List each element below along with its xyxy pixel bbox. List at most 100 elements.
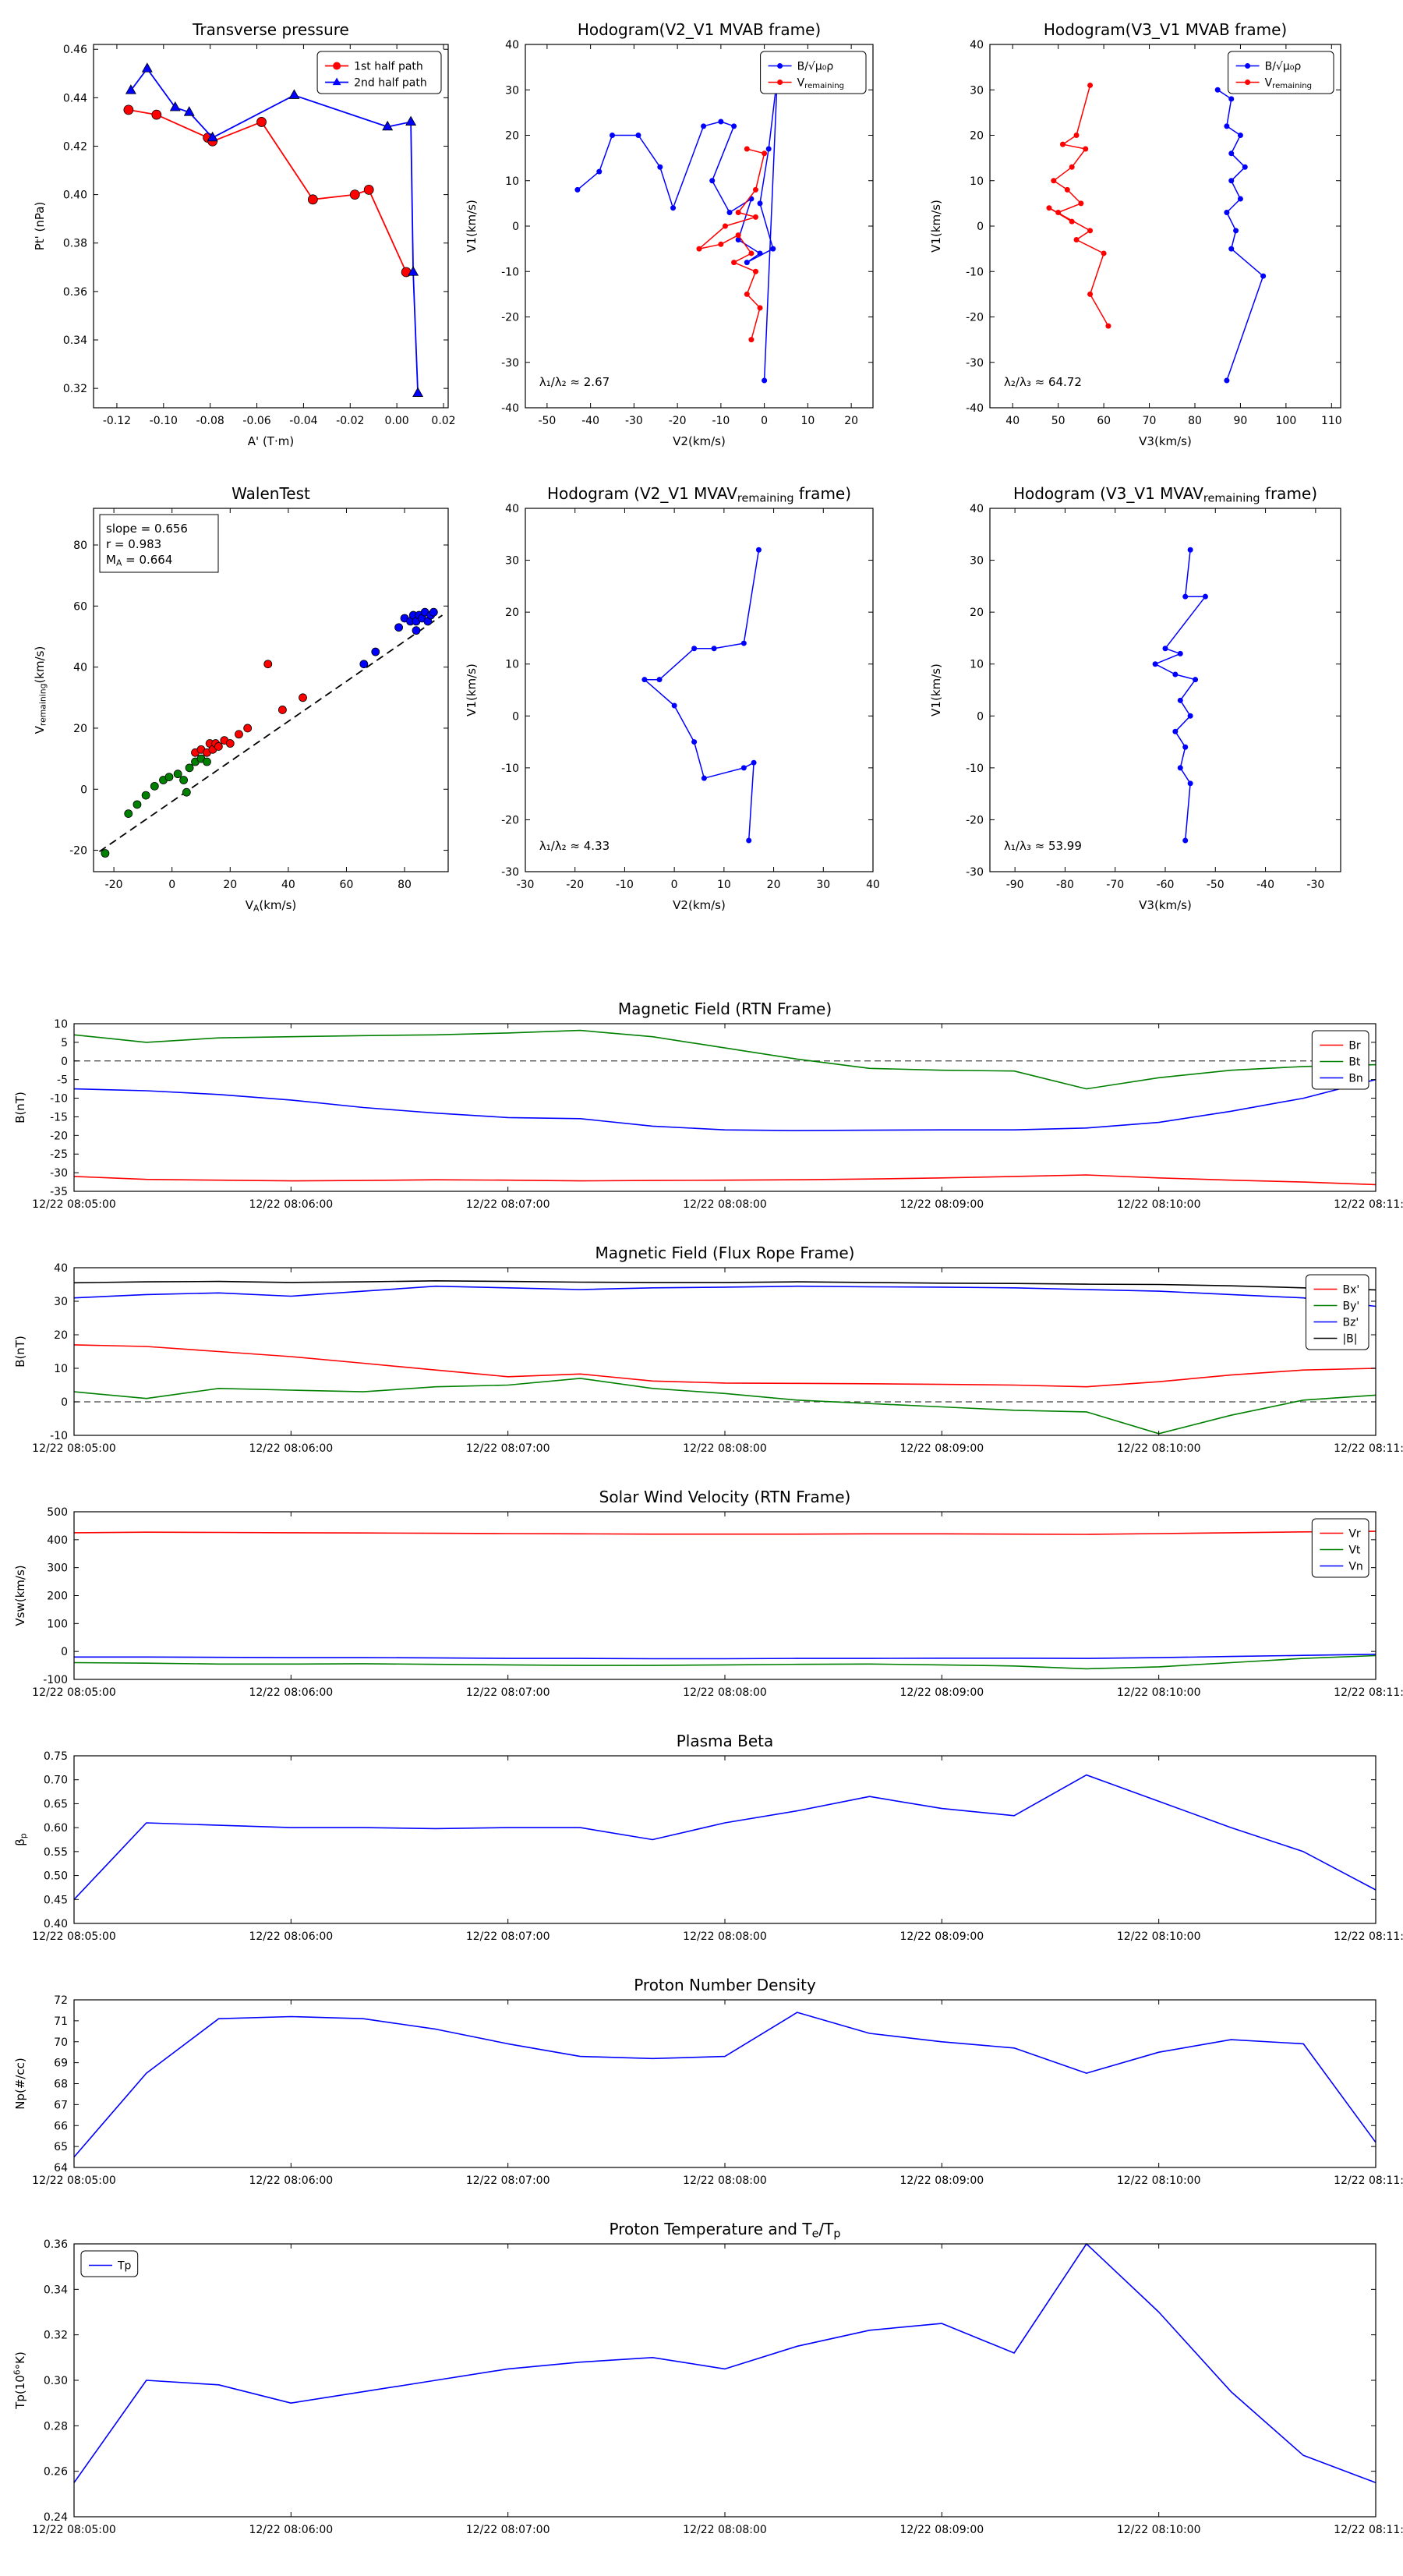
x-tick-label: 12/22 08:10:00 — [1117, 1198, 1201, 1211]
data-point — [765, 146, 772, 152]
data-point — [610, 133, 615, 138]
eigenvalue-annotation: λ₁/λ₂ ≈ 4.33 — [539, 839, 610, 853]
x-tick-label: 12/22 08:05:00 — [32, 2174, 116, 2187]
stats-line: slope = 0.656 — [106, 522, 188, 536]
data-point — [1162, 646, 1168, 652]
x-tick-label: 12/22 08:06:00 — [249, 2524, 333, 2536]
data-point — [574, 186, 581, 193]
data-point — [751, 759, 757, 766]
y-tick-label: 200 — [47, 1591, 68, 1603]
y-tick-label: 0.46 — [63, 44, 87, 56]
data-point — [748, 250, 755, 257]
data-point — [1078, 200, 1084, 207]
x-tick-label: -20 — [105, 879, 123, 891]
data-point — [1055, 210, 1062, 216]
x-tick-label: 20 — [767, 879, 781, 891]
data-point — [1224, 123, 1230, 129]
legend-label: Vn — [1348, 1561, 1362, 1573]
x-tick-label: 12/22 08:06:00 — [249, 1442, 333, 1455]
data-point — [1172, 728, 1179, 734]
x-tick-label: -0.04 — [289, 415, 317, 427]
y-axis-label: V1(km/s) — [465, 200, 479, 253]
chart-transverse_pressure: -0.12 -0.10 -0.08 -0.06 -0.04 -0.02 0.00 0.02 0.… — [33, 20, 456, 448]
legend-label: |B| — [1342, 1333, 1357, 1346]
data-point — [1237, 133, 1243, 138]
x-tick-label: 0.02 — [431, 415, 455, 427]
y-tick-label: 0.45 — [44, 1894, 68, 1906]
data-point — [1233, 228, 1239, 234]
x-axis-label: V3(km/s) — [1139, 898, 1192, 912]
stats-line: r = 0.983 — [106, 537, 161, 551]
data-point — [1193, 677, 1199, 683]
chart-title: Transverse pressure — [192, 20, 349, 39]
data-point — [755, 547, 762, 553]
legend: 1st half path 2nd half path — [316, 51, 442, 94]
legend-label: Bz' — [1342, 1317, 1359, 1329]
data-point — [1228, 96, 1235, 102]
x-tick-label: -0.12 — [103, 415, 131, 427]
y-tick-label: 69 — [54, 2058, 68, 2070]
data-point — [1083, 146, 1089, 152]
y-axis-label: Vsw(km/s) — [13, 1565, 27, 1626]
data-point — [371, 647, 380, 656]
legend-label: Bt — [1348, 1056, 1361, 1069]
data-point — [408, 266, 419, 276]
y-axis-label: B(nT) — [13, 1092, 27, 1123]
x-tick-label: 10 — [800, 415, 815, 427]
x-tick-label: 100 — [1276, 415, 1297, 427]
y-tick-label: -35 — [50, 1186, 68, 1198]
data-point — [382, 120, 394, 131]
x-tick-label: 12/22 08:06:00 — [249, 2174, 333, 2187]
data-point — [1105, 323, 1111, 329]
data-point — [225, 739, 235, 748]
chart-b_rtn: 12/22 08:05:00 12/22 08:06:00 12/22 08:07:… — [13, 1000, 1403, 1211]
data-point — [183, 106, 195, 116]
data-point — [748, 337, 755, 343]
data-point — [1202, 593, 1208, 600]
data-point — [243, 724, 253, 733]
x-tick-label: 12/22 08:07:00 — [466, 2174, 550, 2187]
y-tick-label: 0 — [977, 710, 984, 723]
y-tick-label: -30 — [50, 1167, 68, 1180]
data-point — [1228, 178, 1235, 184]
chart-title: Hodogram(V2_V1 MVAB frame) — [578, 20, 821, 39]
y-tick-label: -20 — [501, 312, 519, 324]
x-tick-label: 12/22 08:08:00 — [683, 1930, 767, 1943]
x-tick-label: 12/22 08:11:00 — [1334, 1930, 1403, 1943]
data-point — [744, 146, 750, 152]
y-tick-label: 20 — [970, 607, 984, 619]
data-point — [744, 291, 750, 297]
y-tick-label: 0.26 — [44, 2466, 68, 2479]
x-tick-label: -70 — [1106, 879, 1124, 891]
y-tick-label: 10 — [970, 175, 984, 188]
x-tick-label: 12/22 08:08:00 — [683, 2174, 767, 2187]
x-tick-label: 12/22 08:11:00 — [1334, 1442, 1403, 1455]
x-tick-label: 12/22 08:06:00 — [249, 1686, 333, 1699]
y-tick-label: 0 — [61, 1646, 68, 1658]
data-point — [1172, 671, 1179, 678]
data-point — [1069, 164, 1075, 170]
y-tick-label: -10 — [50, 1430, 68, 1442]
data-point — [722, 223, 728, 229]
data-point — [711, 646, 717, 652]
y-tick-label: 40 — [505, 503, 519, 515]
axes-frame — [525, 508, 874, 872]
data-point — [1177, 650, 1183, 656]
y-tick-label: 0 — [512, 221, 519, 233]
data-point — [125, 84, 136, 94]
data-point — [746, 837, 752, 844]
data-point — [735, 210, 741, 216]
data-point — [691, 646, 698, 652]
chart-walen_test: -20 0 20 40 60 80 -20 0 20 40 60 80 WalenTest VA(km/s… — [33, 484, 449, 914]
x-tick-label: 12/22 08:06:00 — [249, 1198, 333, 1211]
data-point — [1182, 837, 1189, 844]
data-point — [1073, 133, 1080, 138]
series-line-2nd half path — [130, 68, 419, 394]
series-line-|B| — [73, 1280, 1376, 1291]
x-tick-label: 12/22 08:11:00 — [1334, 2174, 1403, 2187]
x-tick-label: 20 — [844, 415, 858, 427]
y-tick-label: 400 — [47, 1534, 68, 1547]
x-tick-label: 20 — [223, 879, 237, 891]
y-tick-label: 0.70 — [44, 1775, 68, 1787]
